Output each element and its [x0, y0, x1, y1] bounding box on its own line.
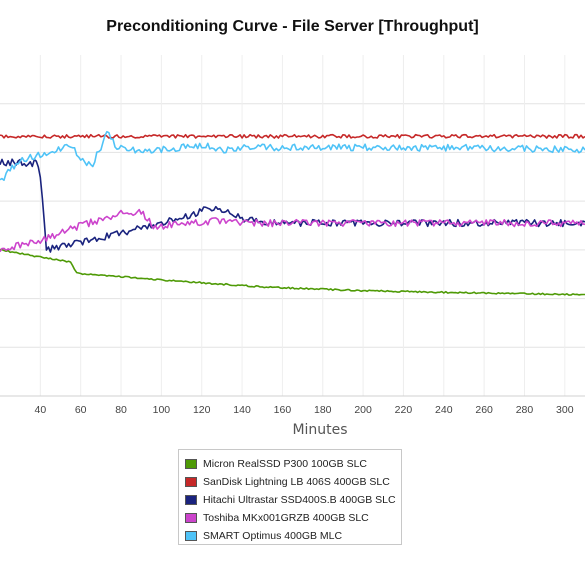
x-tick-label: 120 [193, 404, 211, 416]
plot-area: 40 60 80 100 120 140 160 180 200 220 240 260 280 300 [0, 55, 585, 416]
x-tick-label: 100 [153, 404, 171, 416]
legend-label: Hitachi Ultrastar SSD400S.B 400GB SLC [203, 494, 396, 506]
legend-label: Micron RealSSD P300 100GB SLC [203, 458, 367, 470]
legend-item: Micron RealSSD P300 100GB SLC [185, 455, 401, 473]
x-tick-label: 180 [314, 404, 332, 416]
legend-label: Toshiba MKx001GRZB 400GB SLC [203, 512, 369, 524]
legend: Micron RealSSD P300 100GB SLC SanDisk Lig… [178, 449, 402, 545]
series-line [0, 130, 585, 181]
x-tick-label: 40 [35, 404, 47, 416]
x-tick-labels: 40 60 80 100 120 140 160 180 200 220 240 260 280 300 [35, 404, 574, 416]
legend-swatch [185, 513, 197, 523]
legend-label: SanDisk Lightning LB 406S 400GB SLC [203, 476, 390, 488]
x-tick-label: 260 [475, 404, 493, 416]
x-tick-label: 160 [274, 404, 292, 416]
x-axis-label: Minutes [292, 422, 348, 438]
x-tick-label: 220 [395, 404, 413, 416]
x-tick-label: 60 [75, 404, 87, 416]
x-tick-label: 200 [354, 404, 372, 416]
series-line [0, 133, 585, 139]
x-tick-label: 140 [233, 404, 251, 416]
legend-swatch [185, 459, 197, 469]
legend-item: SanDisk Lightning LB 406S 400GB SLC [185, 473, 401, 491]
chart-title: Preconditioning Curve - File Server [Thr… [106, 18, 479, 35]
series-line [0, 208, 585, 253]
x-tick-label: 80 [115, 404, 127, 416]
x-tick-label: 280 [516, 404, 534, 416]
legend-swatch [185, 495, 197, 505]
legend-item: Toshiba MKx001GRZB 400GB SLC [185, 509, 401, 527]
legend-swatch [185, 531, 197, 541]
series-line [0, 158, 585, 253]
series-lines [0, 130, 585, 296]
x-tick-label: 300 [556, 404, 574, 416]
x-tick-label: 240 [435, 404, 453, 416]
series-line [0, 248, 585, 296]
legend-item: SMART Optimus 400GB MLC [185, 527, 401, 545]
legend-item: Hitachi Ultrastar SSD400S.B 400GB SLC [185, 491, 401, 509]
legend-label: SMART Optimus 400GB MLC [203, 530, 343, 542]
legend-swatch [185, 477, 197, 487]
